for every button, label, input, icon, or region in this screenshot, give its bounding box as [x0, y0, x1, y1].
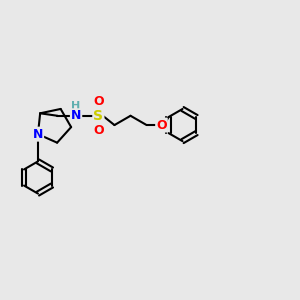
Text: N: N [71, 109, 81, 122]
Text: O: O [156, 118, 167, 132]
Text: N: N [33, 128, 43, 141]
Text: O: O [93, 95, 104, 108]
Text: H: H [71, 101, 81, 111]
Text: S: S [93, 109, 103, 123]
Text: O: O [93, 124, 104, 136]
